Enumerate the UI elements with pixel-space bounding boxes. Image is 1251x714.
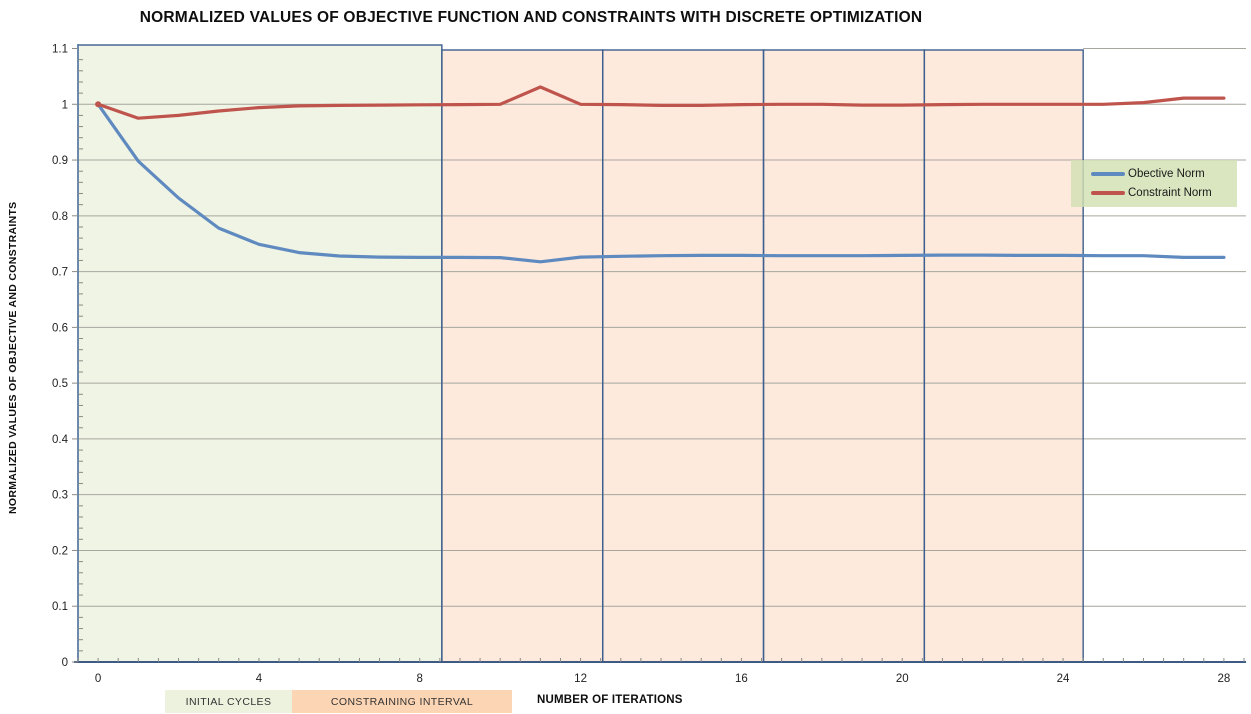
legend-item-constraint: Constraint Norm	[1091, 187, 1237, 199]
svg-text:24: 24	[1057, 673, 1070, 685]
svg-text:16: 16	[735, 673, 748, 685]
region-fills	[78, 45, 1084, 662]
svg-text:0.5: 0.5	[52, 378, 68, 390]
svg-text:1: 1	[62, 99, 68, 111]
y-tick-labels: 0 0.1 0.2 0.3 0.4 0.5 0.6 0.7 0.8 0.9 1 1.1	[52, 44, 69, 670]
svg-text:4: 4	[256, 673, 263, 685]
svg-text:8: 8	[417, 673, 423, 685]
svg-text:28: 28	[1217, 673, 1230, 685]
objective-norm-line	[96, 102, 1226, 264]
svg-text:0.6: 0.6	[52, 322, 68, 334]
constraint-line-swatch	[1091, 191, 1125, 195]
svg-text:0: 0	[95, 673, 101, 685]
svg-text:0.8: 0.8	[52, 211, 68, 223]
svg-text:0.4: 0.4	[52, 434, 69, 446]
svg-text:20: 20	[896, 673, 909, 685]
svg-text:1.1: 1.1	[52, 44, 68, 56]
svg-text:0.9: 0.9	[52, 155, 68, 167]
initial-cycles-label: INITIAL CYCLES	[165, 690, 292, 713]
svg-text:0.1: 0.1	[52, 601, 68, 613]
svg-text:0: 0	[62, 657, 68, 669]
chart-title: NORMALIZED VALUES OF OBJECTIVE FUNCTION …	[139, 9, 923, 26]
ticks	[72, 48, 1245, 663]
objective-line-swatch	[1091, 172, 1125, 176]
axes	[74, 44, 1246, 663]
legend: Obective Norm Constraint Norm	[1071, 160, 1237, 207]
svg-text:0.3: 0.3	[52, 490, 68, 502]
series-start-marker	[95, 101, 102, 108]
legend-item-objective: Obective Norm	[1091, 168, 1237, 180]
svg-text:0.2: 0.2	[52, 545, 68, 557]
legend-label-objective: Obective Norm	[1128, 168, 1205, 180]
svg-text:0.7: 0.7	[52, 267, 68, 279]
svg-text:12: 12	[574, 673, 587, 685]
legend-label-constraint: Constraint Norm	[1128, 187, 1212, 199]
constraining-interval-label: CONSTRAINING INTERVAL	[292, 690, 512, 713]
x-axis-title: NUMBER OF ITERATIONS	[537, 694, 683, 706]
constraint-norm-line	[96, 85, 1226, 120]
x-tick-labels: 0 4 8 12 16 20 24 28	[95, 673, 1230, 685]
